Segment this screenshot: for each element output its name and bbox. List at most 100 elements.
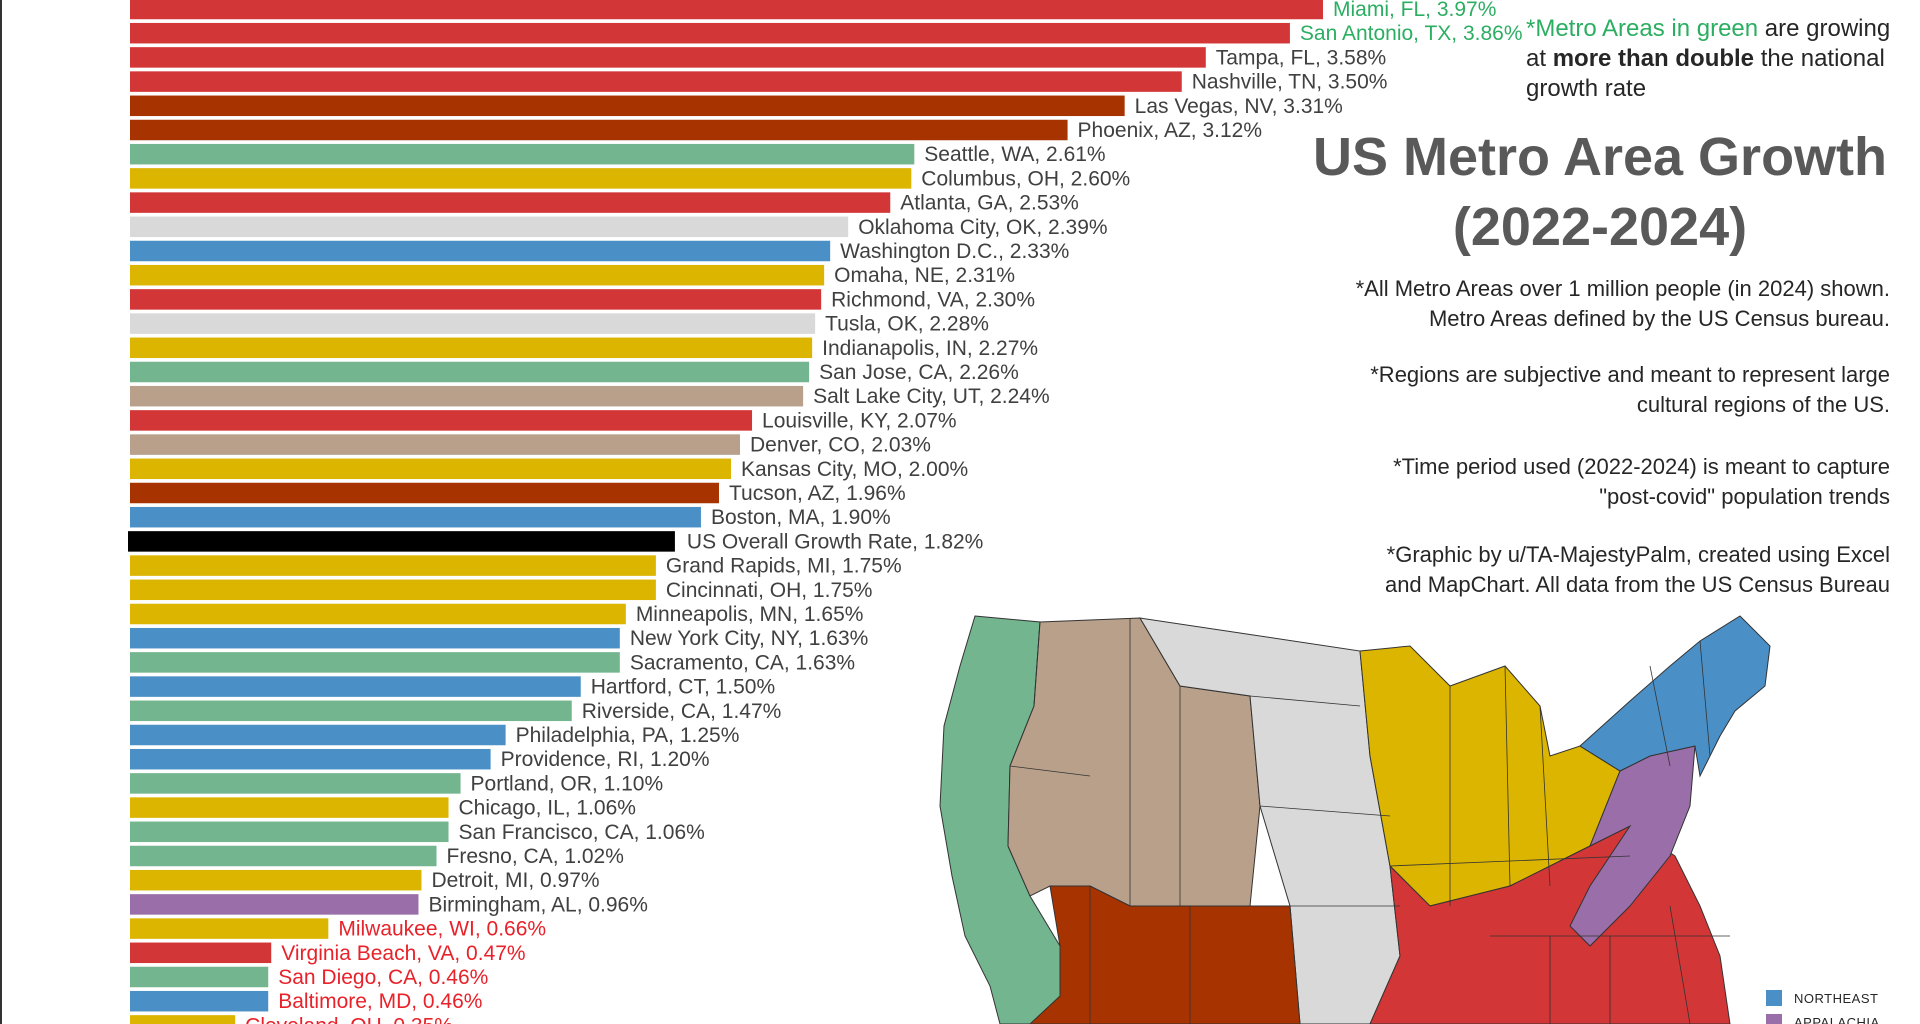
bar-label-17: Louisville, KY, 2.07% xyxy=(762,409,957,432)
map-legend: NORTHEAST APPALACHIA xyxy=(1766,986,1880,1024)
bar-26 xyxy=(130,627,620,649)
bar-label-42: Cleveland, OH, 0.35% xyxy=(245,1014,453,1024)
bar-label-39: Virginia Beach, VA, 0.47% xyxy=(281,942,525,965)
bar-label-41: Baltimore, MD, 0.46% xyxy=(278,990,482,1013)
legend-swatch xyxy=(1766,1014,1782,1024)
bar-17 xyxy=(130,410,753,431)
bar-label-29: Riverside, CA, 1.47% xyxy=(582,700,782,723)
bar-30 xyxy=(130,724,506,746)
bar-label-18: Denver, CO, 2.03% xyxy=(750,434,931,457)
bar-21 xyxy=(130,506,701,528)
map-region-southwest xyxy=(1029,885,1301,1024)
bar-28 xyxy=(130,676,581,697)
note-1-line-1: *All Metro Areas over 1 million people (… xyxy=(1355,276,1890,301)
bar-label-19: Kansas City, MO, 2.00% xyxy=(741,458,968,481)
bar-label-31: Providence, RI, 1.20% xyxy=(501,748,710,771)
bar-24 xyxy=(130,579,656,601)
title-line-2: (2022-2024) xyxy=(1452,197,1748,257)
bar-39 xyxy=(130,942,272,964)
bar-label-35: Fresno, CA, 1.02% xyxy=(447,845,624,868)
green-note: *Metro Areas in green are growing at mor… xyxy=(1526,14,1916,104)
note-credits: *Graphic by u/TA-MajestyPalm, created us… xyxy=(1130,540,1890,600)
note-4-line-1: *Graphic by u/TA-MajestyPalm, created us… xyxy=(1386,542,1890,567)
map-state-borders xyxy=(1009,618,1730,1024)
bar-37 xyxy=(130,894,419,915)
legend-label: NORTHEAST xyxy=(1794,990,1879,1006)
bar-8 xyxy=(130,192,891,213)
bar-label-11: Omaha, NE, 2.31% xyxy=(834,264,1015,287)
note-2-line-2: cultural regions of the US. xyxy=(1636,392,1890,417)
note-2-line-1: *Regions are subjective and meant to rep… xyxy=(1370,362,1890,387)
bar-20 xyxy=(130,482,719,504)
note-3-line-2: "post-covid" population trends xyxy=(1599,484,1890,509)
bar-label-34: San Francisco, CA, 1.06% xyxy=(459,821,705,844)
us-region-map xyxy=(939,615,1771,1024)
green-note-suffix: the national growth rate xyxy=(1526,45,1885,102)
bar-42 xyxy=(130,1015,236,1024)
green-note-bold: more than double xyxy=(1552,45,1755,72)
bar-36 xyxy=(130,869,422,891)
bar-5 xyxy=(130,119,1068,141)
bar-label-1: San Antonio, TX, 3.86% xyxy=(1300,22,1523,45)
note-4-line-2: and MapChart. All data from the US Censu… xyxy=(1384,572,1890,597)
bar-label-23: Grand Rapids, MI, 1.75% xyxy=(666,555,902,578)
map-region-northeast xyxy=(1579,615,1771,778)
bar-label-20: Tucson, AZ, 1.96% xyxy=(729,482,906,505)
bar-22 xyxy=(128,531,675,552)
bar-7 xyxy=(130,168,912,189)
bar-19 xyxy=(130,458,731,480)
bar-label-16: Salt Lake City, UT, 2.24% xyxy=(813,385,1050,408)
bar-38 xyxy=(130,918,329,939)
bar-label-33: Chicago, IL, 1.06% xyxy=(459,797,636,820)
bar-label-14: Indianapolis, IN, 2.27% xyxy=(822,337,1038,360)
bar-label-24: Cincinnati, OH, 1.75% xyxy=(666,579,873,602)
bar-label-13: Tusla, OK, 2.28% xyxy=(825,313,989,336)
bar-40 xyxy=(130,966,269,988)
bar-label-9: Oklahoma City, OK, 2.39% xyxy=(858,216,1107,239)
bar-label-32: Portland, OR, 1.10% xyxy=(471,772,664,795)
bar-4 xyxy=(130,95,1125,117)
bar-label-30: Philadelphia, PA, 1.25% xyxy=(516,724,740,747)
bar-31 xyxy=(130,748,491,770)
bar-label-22: US Overall Growth Rate, 1.82% xyxy=(687,530,983,553)
bar-label-5: Phoenix, AZ, 3.12% xyxy=(1078,119,1262,142)
title-line-1: US Metro Area Growth xyxy=(1312,127,1888,187)
bar-label-12: Richmond, VA, 2.30% xyxy=(831,288,1035,311)
bar-label-36: Detroit, MI, 0.97% xyxy=(431,869,599,892)
bar-25 xyxy=(130,603,626,625)
bar-15 xyxy=(130,361,810,383)
bar-3 xyxy=(130,71,1182,92)
note-1-line-2: Metro Areas defined by the US Census bur… xyxy=(1428,306,1890,331)
bar-18 xyxy=(130,434,741,455)
bar-27 xyxy=(130,652,620,673)
bar-label-27: Sacramento, CA, 1.63% xyxy=(630,651,855,674)
green-note-prefix: *Metro Areas in green xyxy=(1526,15,1759,42)
left-border-line xyxy=(0,0,2,1024)
bar-23 xyxy=(130,555,656,576)
bar-label-7: Columbus, OH, 2.60% xyxy=(921,167,1130,190)
bar-12 xyxy=(130,289,822,310)
bar-13 xyxy=(130,313,816,334)
bar-label-8: Atlanta, GA, 2.53% xyxy=(900,192,1079,215)
bar-33 xyxy=(130,797,449,818)
bar-29 xyxy=(130,700,572,722)
bar-label-28: Hartford, CT, 1.50% xyxy=(591,676,775,699)
bar-chart: Miami, FL, 3.97%San Antonio, TX, 3.86%Ta… xyxy=(128,0,1523,1024)
bar-34 xyxy=(130,821,449,843)
bar-label-10: Washington D.C., 2.33% xyxy=(840,240,1069,263)
bar-32 xyxy=(130,773,461,794)
bar-label-26: New York City, NY, 1.63% xyxy=(630,627,869,650)
legend-item-northeast: NORTHEAST xyxy=(1766,986,1880,1010)
bar-label-0: Miami, FL, 3.97% xyxy=(1333,0,1496,21)
bar-2 xyxy=(130,47,1206,68)
green-note-mid: are growing at xyxy=(1526,15,1891,72)
bar-label-40: San Diego, CA, 0.46% xyxy=(278,966,488,989)
bar-11 xyxy=(130,264,825,286)
note-metro-areas: *All Metro Areas over 1 million people (… xyxy=(1130,274,1890,334)
bar-1 xyxy=(130,22,1290,44)
bar-label-15: San Jose, CA, 2.26% xyxy=(819,361,1019,384)
legend-label: APPALACHIA xyxy=(1794,1014,1880,1024)
bar-35 xyxy=(130,845,437,867)
bar-14 xyxy=(130,337,813,359)
